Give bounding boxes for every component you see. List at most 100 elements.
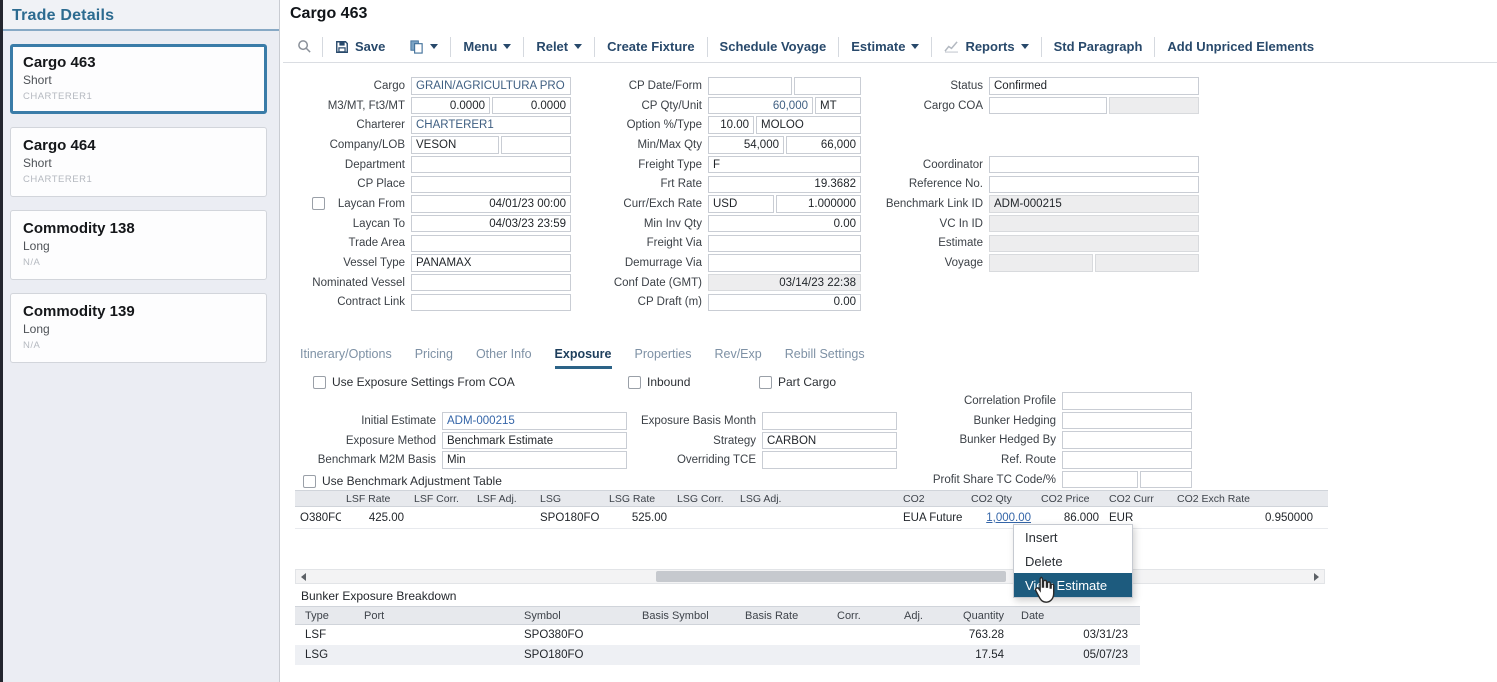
context-menu-item-view-estimate[interactable]: View Estimate (1014, 573, 1132, 597)
ref-route-field[interactable] (1062, 451, 1192, 469)
freight-type-field[interactable]: F (708, 155, 861, 174)
bunker-row-lsf[interactable]: LSF SPO380FO 763.28 03/31/23 (295, 625, 1140, 645)
demurrage-via-field[interactable] (708, 254, 861, 272)
tab-other-info[interactable]: Other Info (475, 347, 532, 361)
department-field[interactable] (411, 155, 571, 174)
bunker-hedging-field[interactable] (1062, 411, 1192, 430)
copy-menu-button[interactable] (397, 33, 450, 60)
tab-exposure[interactable]: Exposure (554, 347, 612, 369)
benchmark-m2m-basis-field[interactable]: Min (442, 451, 627, 469)
use-benchmark-adjustment-checkbox[interactable] (303, 474, 316, 488)
cell-co2[interactable]: EUA Future (903, 511, 963, 524)
laycan-to-field[interactable]: 04/03/23 23:59 (411, 214, 571, 233)
cp-qty-field[interactable]: 60,000 (708, 96, 813, 115)
option-pct-field[interactable]: 10.00 (708, 116, 754, 134)
col-date: Date (1021, 609, 1045, 622)
tab-itinerary-options[interactable]: Itinerary/Options (300, 347, 392, 361)
frt-rate-field[interactable]: 19.3682 (708, 175, 861, 194)
cp-form-field[interactable] (794, 77, 861, 95)
cell-type: LSF (305, 629, 327, 641)
nominated-vessel-field[interactable] (411, 273, 571, 292)
initial-estimate-field[interactable]: ADM-000215 (442, 412, 627, 430)
cell-co2-qty-link[interactable]: 1,000.00 (986, 511, 1031, 524)
tab-properties[interactable]: Properties (634, 347, 692, 361)
save-button[interactable]: Save (323, 33, 397, 60)
trade-card-commodity-138[interactable]: Commodity 138 Long N/A (10, 210, 267, 280)
trade-card-commodity-139[interactable]: Commodity 139 Long N/A (10, 293, 267, 363)
freight-via-field[interactable] (708, 234, 861, 253)
profit-share-tc-code-field[interactable] (1062, 470, 1138, 489)
vessel-type-field[interactable]: PANAMAX (411, 254, 571, 272)
exch-rate-field[interactable]: 1.000000 (776, 195, 861, 213)
part-cargo-checkbox[interactable] (759, 375, 772, 389)
min-qty-field[interactable]: 54,000 (708, 136, 784, 154)
cell-co2-exch-rate[interactable]: 0.950000 (1265, 511, 1313, 524)
context-menu-item-delete[interactable]: Delete (1025, 553, 1063, 569)
charterer-field[interactable]: CHARTERER1 (411, 116, 571, 134)
cell-lsg-rate[interactable]: 525.00 (631, 511, 667, 524)
tab-pricing[interactable]: Pricing (414, 347, 453, 361)
schedule-voyage-button[interactable]: Schedule Voyage (708, 33, 839, 60)
reference-no-field[interactable] (989, 175, 1199, 194)
overriding-tce-field[interactable] (762, 451, 897, 469)
status-field[interactable]: Confirmed (989, 77, 1199, 95)
bunker-row-lsg[interactable]: LSG SPO180FO 17.54 05/07/23 (295, 645, 1140, 665)
tab-rebill-settings[interactable]: Rebill Settings (784, 347, 865, 361)
min-inv-qty-field[interactable]: 0.00 (708, 214, 861, 233)
cell-lsf-rate[interactable]: 425.00 (368, 511, 404, 524)
cell-lsg-symbol[interactable]: SPO180FO (540, 511, 600, 524)
lob-field[interactable] (501, 136, 571, 154)
trade-card-cargo-464[interactable]: Cargo 464 Short CHARTERER1 (10, 127, 267, 197)
context-menu-item-insert[interactable]: Insert (1025, 529, 1058, 545)
max-qty-field[interactable]: 66,000 (786, 136, 861, 154)
currency-field[interactable]: USD (708, 195, 774, 213)
relet-button[interactable]: Relet (524, 33, 594, 60)
estimate-id-label: Estimate (938, 237, 983, 250)
toolbar-separator (931, 36, 933, 57)
trade-area-field[interactable] (411, 234, 571, 253)
scrollbar-thumb[interactable] (656, 571, 1006, 582)
laycan-checkbox[interactable] (312, 197, 325, 211)
search-button[interactable] (287, 33, 322, 60)
cell-co2-price[interactable]: 86.000 (1063, 511, 1099, 524)
exposure-method-label: Exposure Method (345, 434, 436, 447)
create-fixture-button[interactable]: Create Fixture (595, 33, 706, 60)
correlation-profile-field[interactable] (1062, 392, 1192, 410)
grid-col-lsg-adj: LSG Adj. (740, 492, 782, 505)
cp-date-field[interactable] (708, 77, 792, 95)
tab-rev-exp[interactable]: Rev/Exp (714, 347, 762, 361)
company-field[interactable]: VESON (411, 136, 499, 154)
use-exposure-settings-checkbox[interactable] (313, 375, 326, 389)
trade-card-cargo-463[interactable]: Cargo 463 Short CHARTERER1 (10, 44, 267, 114)
cp-unit-field[interactable]: MT (815, 96, 861, 115)
coordinator-field[interactable] (989, 155, 1199, 174)
std-paragraph-button[interactable]: Std Paragraph (1042, 33, 1155, 60)
exposure-grid-row[interactable]: O380FO 425.00 SPO180FO 525.00 EUA Future… (295, 507, 1328, 529)
inbound-checkbox[interactable] (628, 375, 641, 389)
scrollbar-track[interactable] (311, 570, 1309, 583)
cargo-field[interactable]: GRAIN/AGRICULTURA PRO (411, 77, 571, 95)
reports-button[interactable]: Reports (932, 33, 1040, 60)
profit-share-pct-field[interactable] (1140, 470, 1192, 489)
cell-lsf-symbol[interactable]: O380FO (300, 511, 341, 524)
cp-draft-field[interactable]: 0.00 (708, 293, 861, 312)
laycan-from-field[interactable]: 04/01/23 00:00 (411, 195, 571, 213)
cp-place-field[interactable] (411, 175, 571, 194)
ft3mt-field[interactable]: 0.0000 (492, 96, 571, 115)
exposure-method-field[interactable]: Benchmark Estimate (442, 431, 627, 450)
menu-button[interactable]: Menu (451, 33, 523, 60)
scroll-left-arrow[interactable] (296, 570, 311, 583)
add-unpriced-elements-button[interactable]: Add Unpriced Elements (1155, 33, 1326, 60)
cell-co2-curr[interactable]: EUR (1109, 511, 1134, 524)
grid-horizontal-scrollbar[interactable] (295, 569, 1325, 584)
bunker-hedged-by-field[interactable] (1062, 431, 1192, 449)
exposure-basis-month-field[interactable] (762, 412, 897, 430)
option-type-field[interactable]: MOLOO (756, 116, 861, 134)
trade-card-title: Cargo 463 (23, 54, 96, 71)
estimate-button[interactable]: Estimate (839, 33, 931, 60)
cargo-coa-field[interactable] (989, 96, 1107, 115)
m3mt-field[interactable]: 0.0000 (411, 96, 490, 115)
scroll-right-arrow[interactable] (1309, 570, 1324, 583)
contract-link-field[interactable] (411, 293, 571, 312)
strategy-field[interactable]: CARBON (762, 431, 897, 450)
